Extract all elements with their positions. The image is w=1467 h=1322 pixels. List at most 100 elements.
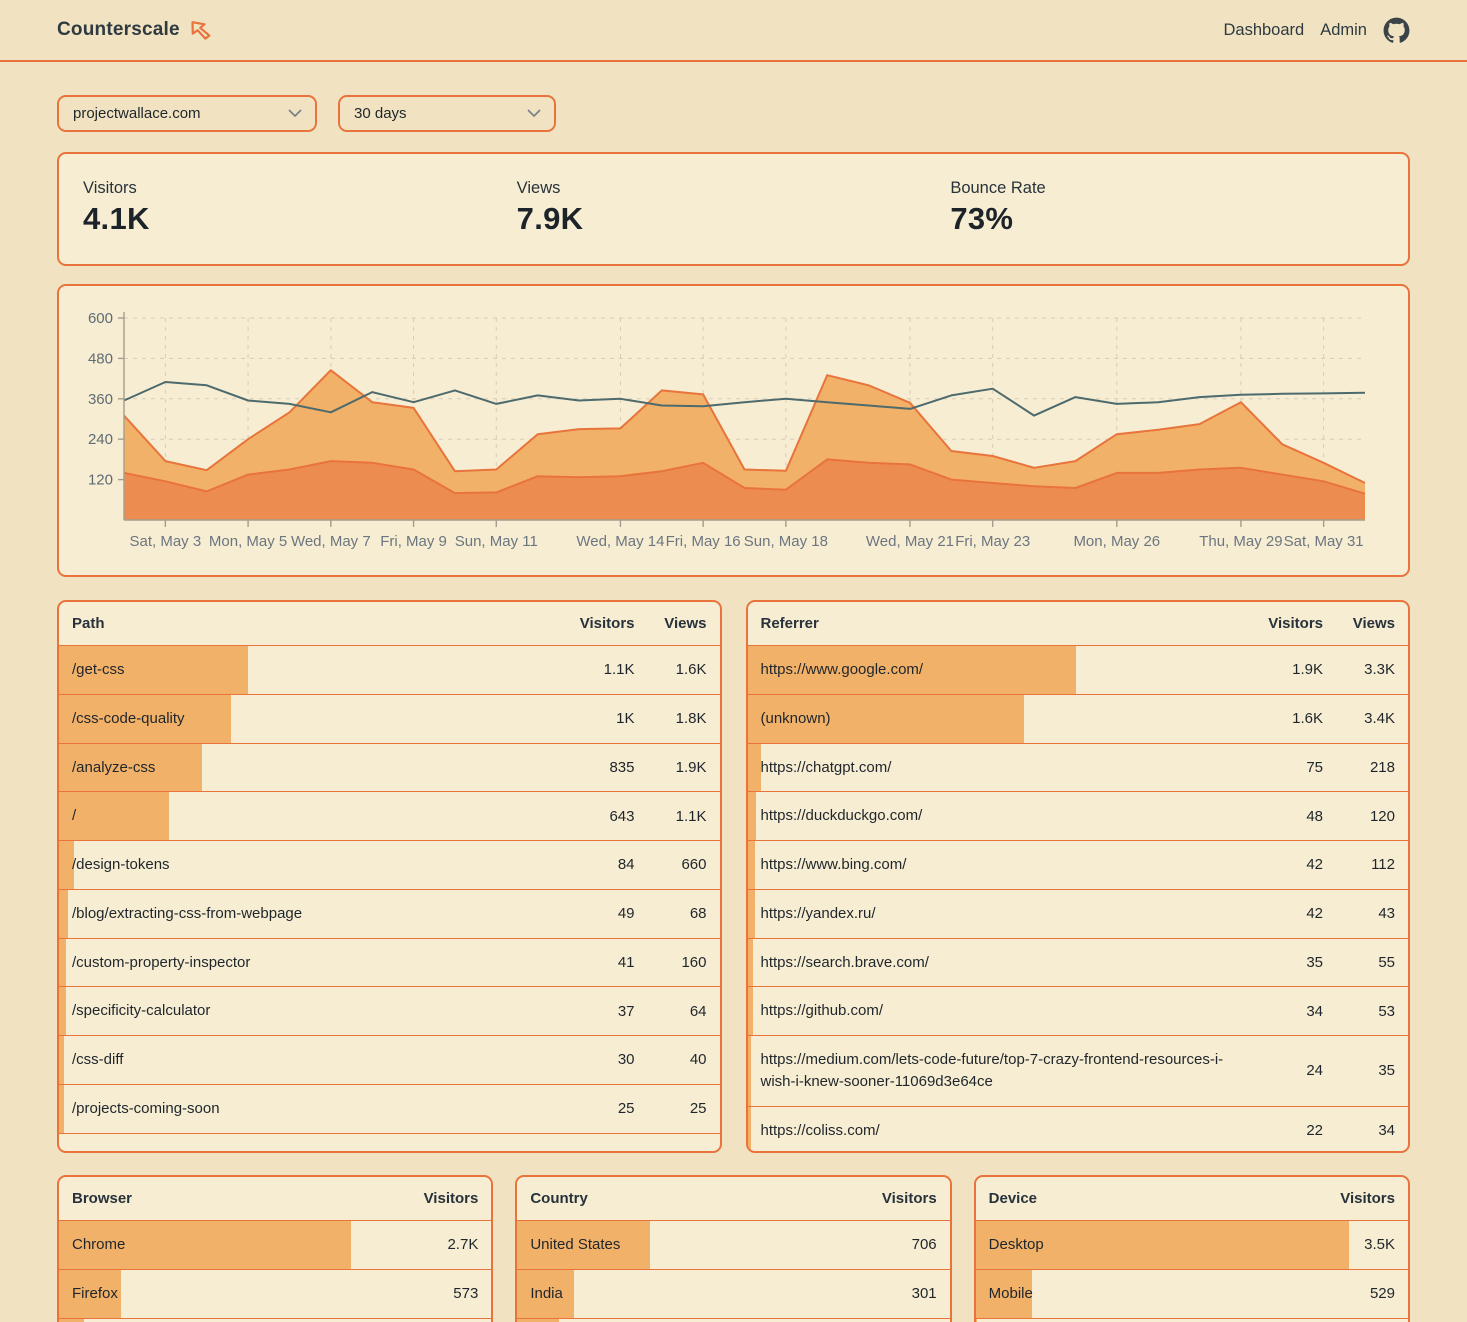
visitors-share-bar xyxy=(59,1221,351,1269)
github-icon[interactable] xyxy=(1383,17,1410,44)
header-nav: Dashboard Admin xyxy=(1223,17,1410,44)
visitors-share-bar xyxy=(747,646,1076,694)
row-label: /get-css xyxy=(72,661,125,678)
visitors-share-bar xyxy=(517,1318,559,1322)
x-axis-tick-label: Wed, May 14 xyxy=(576,533,664,550)
table-row[interactable]: India 301 xyxy=(517,1268,950,1318)
row-label: /custom-property-inspector xyxy=(72,953,251,971)
row-label: https://yandex.ru/ xyxy=(760,904,876,922)
x-axis-tick-label: Sun, May 18 xyxy=(744,533,828,550)
row-value: 3.5K xyxy=(1364,1236,1395,1254)
visitors-share-bar xyxy=(59,1036,65,1084)
table-row[interactable]: Firefox 573 xyxy=(59,1268,492,1318)
interval-select[interactable]: 30 days xyxy=(338,95,556,132)
x-axis-tick-label: Sat, May 3 xyxy=(130,533,202,550)
row-label: /css-diff xyxy=(72,1051,124,1068)
stat-views: Views 7.9K xyxy=(517,179,951,237)
row-value: 660 xyxy=(681,856,707,874)
x-axis-tick-label: Fri, May 16 xyxy=(666,533,741,550)
x-axis-tick-label: Mon, May 26 xyxy=(1073,533,1160,550)
chevron-down-icon xyxy=(527,109,541,118)
row-value: 120 xyxy=(1369,807,1395,825)
next-page-button[interactable] xyxy=(683,1148,704,1151)
table-row[interactable]: /css-code-quality 1K 1.8K xyxy=(59,693,720,743)
countries-table-card: Country Visitors United States 706 India 301 S… xyxy=(515,1175,952,1322)
visitors-share-bar xyxy=(517,1269,574,1318)
table-row[interactable]: /get-css 1.1K 1.6K xyxy=(59,645,720,694)
row-value: 84 xyxy=(617,856,635,874)
row-value: 529 xyxy=(1369,1285,1395,1303)
table-row[interactable]: https://chatgpt.com/75 218 xyxy=(747,742,1408,792)
row-value: 34 xyxy=(1306,1002,1323,1020)
row-value: 55 xyxy=(1378,953,1395,971)
stat-value: 73% xyxy=(950,201,1014,236)
table-row[interactable]: /css-diff 30 40 xyxy=(59,1035,720,1084)
dashboard-main: projectwallace.com 30 days Visitors 4.1K… xyxy=(0,95,1467,1322)
row-value: 1.6K xyxy=(1292,710,1323,728)
cursor-arrow-icon xyxy=(189,19,213,41)
stat-label: Bounce Rate xyxy=(950,179,1046,197)
brand[interactable]: Counterscale xyxy=(57,19,213,41)
table-row[interactable]: Chrome 2.7K xyxy=(59,1220,492,1269)
table-row[interactable]: /blog/extracting-css-from-webpage 49 68 xyxy=(59,888,720,938)
row-label: https://www.bing.com/ xyxy=(760,856,907,873)
table-row[interactable]: Desktop 3.5K xyxy=(975,1220,1408,1269)
stat-bounce-rate: Bounce Rate 73% xyxy=(950,179,1384,237)
table-row[interactable]: /analyze-css 835 1.9K xyxy=(59,742,720,792)
row-value: 218 xyxy=(1369,758,1395,776)
stat-value: 7.9K xyxy=(516,201,584,236)
site-select[interactable]: projectwallace.com xyxy=(57,95,317,132)
table-row[interactable]: /projects-coming-soon 25 25 xyxy=(59,1083,720,1133)
table-row[interactable]: https://coliss.com/22 34 xyxy=(747,1105,1408,1151)
y-axis-tick-label: 480 xyxy=(88,350,113,367)
row-value: 42 xyxy=(1306,905,1323,923)
row-value: 42 xyxy=(1306,856,1323,874)
devices-table-card: Device Visitors Desktop 3.5K Mobile 529 Tablet… xyxy=(973,1175,1410,1322)
table-row[interactable]: https://yandex.ru/42 43 xyxy=(747,888,1408,938)
row-value: 75 xyxy=(1306,758,1323,776)
table-row[interactable]: https://www.bing.com/42 112 xyxy=(747,840,1408,889)
prev-page-button[interactable] xyxy=(642,1148,663,1151)
visitors-share-bar xyxy=(747,889,755,938)
visitors-share-bar xyxy=(747,1106,752,1151)
visitors-share-bar xyxy=(747,694,1025,743)
table-header-row: Country Visitors xyxy=(517,1177,949,1220)
table-row[interactable]: /custom-property-inspector 41 160 xyxy=(59,937,720,987)
column-header: Views xyxy=(664,615,707,632)
table-row[interactable]: https://search.brave.com/35 55 xyxy=(747,937,1408,987)
row-value: 35 xyxy=(1378,1062,1395,1080)
table-row[interactable]: Spain220 xyxy=(517,1317,950,1322)
table-row[interactable]: Tablet14 xyxy=(975,1317,1408,1322)
table-row[interactable]: https://github.com/34 53 xyxy=(747,986,1408,1035)
row-value: 24 xyxy=(1306,1062,1323,1080)
table-row[interactable]: / 643 1.1K xyxy=(59,791,720,840)
row-value: 112 xyxy=(1371,856,1395,874)
row-label: https://coliss.com/ xyxy=(760,1121,880,1139)
row-label: (unknown) xyxy=(760,709,831,727)
table-row[interactable]: Edge231 xyxy=(59,1317,492,1322)
row-label: https://search.brave.com/ xyxy=(760,953,929,971)
browsers-table-card: Browser Visitors Chrome 2.7K Firefox 573 Edge2… xyxy=(57,1175,494,1322)
table-row[interactable]: https://medium.com/lets-code-future/top-… xyxy=(747,1035,1408,1106)
table-row[interactable]: /specificity-calculator 37 64 xyxy=(59,986,720,1035)
row-label: / xyxy=(72,807,77,825)
table-title: Path xyxy=(72,615,105,632)
table-row[interactable]: (unknown) 1.6K 3.4K xyxy=(747,693,1408,743)
visitors-share-bar xyxy=(59,1084,64,1133)
x-axis-tick-label: Sun, May 11 xyxy=(455,533,538,550)
y-axis-tick-label: 240 xyxy=(88,431,113,448)
row-value: 706 xyxy=(911,1236,937,1254)
table-row[interactable]: /design-tokens 84 660 xyxy=(59,840,720,889)
visitors-share-bar xyxy=(747,743,761,792)
table-row[interactable]: https://duckduckgo.com/48 120 xyxy=(747,791,1408,840)
table-row[interactable]: https://www.google.com/1.9K 3.3K xyxy=(747,645,1408,694)
row-label: https://github.com/ xyxy=(760,1002,884,1020)
table-row[interactable]: United States 706 xyxy=(517,1220,950,1269)
row-value: 68 xyxy=(689,905,707,923)
column-header: Visitors xyxy=(1268,615,1323,632)
paths-table-card: Path Visitors Views/get-css 1.1K 1.6K/css-co… xyxy=(57,600,722,1153)
row-label: /css-code-quality xyxy=(72,709,185,727)
nav-admin-link[interactable]: Admin xyxy=(1320,20,1367,39)
table-row[interactable]: Mobile 529 xyxy=(975,1268,1408,1318)
nav-dashboard-link[interactable]: Dashboard xyxy=(1223,20,1305,39)
